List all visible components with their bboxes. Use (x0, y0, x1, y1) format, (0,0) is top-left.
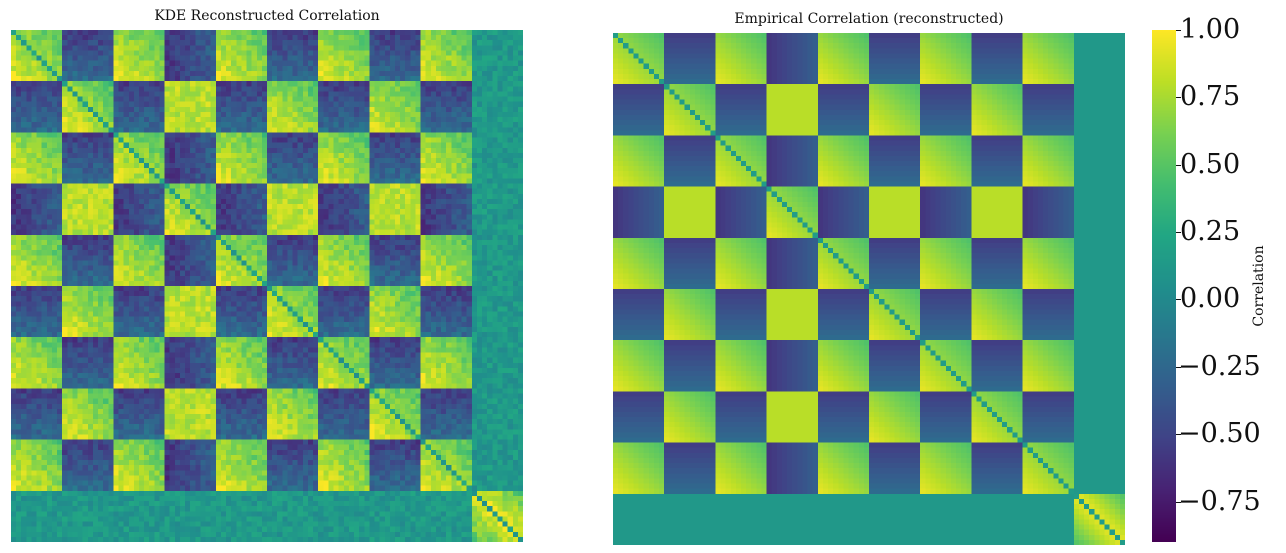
colorbar-tick-label: 0.25 (1180, 216, 1241, 248)
left-heatmap (11, 30, 523, 542)
colorbar-tick-mark (1176, 501, 1181, 503)
colorbar-tick-mark (1176, 164, 1181, 166)
colorbar-tick-mark (1176, 434, 1181, 436)
left-chart-title: KDE Reconstructed Correlation (154, 8, 380, 24)
colorbar-tick-mark (1176, 30, 1181, 31)
colorbar-tick-label: 0.00 (1180, 283, 1241, 315)
right-heatmap (613, 33, 1125, 545)
colorbar-tick-label: 0.75 (1180, 81, 1241, 113)
colorbar-tick-label: −0.75 (1178, 485, 1261, 517)
colorbar-tick-label: 1.00 (1180, 14, 1241, 45)
colorbar-tick-mark (1176, 299, 1181, 301)
colorbar-tick-mark (1176, 97, 1181, 99)
colorbar-tick-label: −0.25 (1178, 350, 1261, 382)
colorbar-label: Correlation (1251, 245, 1267, 327)
colorbar-tick-mark (1176, 232, 1181, 234)
colorbar (1152, 30, 1176, 542)
colorbar-tick-mark (1176, 366, 1181, 368)
colorbar-tick-label: 0.50 (1180, 148, 1241, 180)
right-chart-title: Empirical Correlation (reconstructed) (734, 11, 1004, 27)
colorbar-tick-label: −0.50 (1178, 418, 1261, 450)
